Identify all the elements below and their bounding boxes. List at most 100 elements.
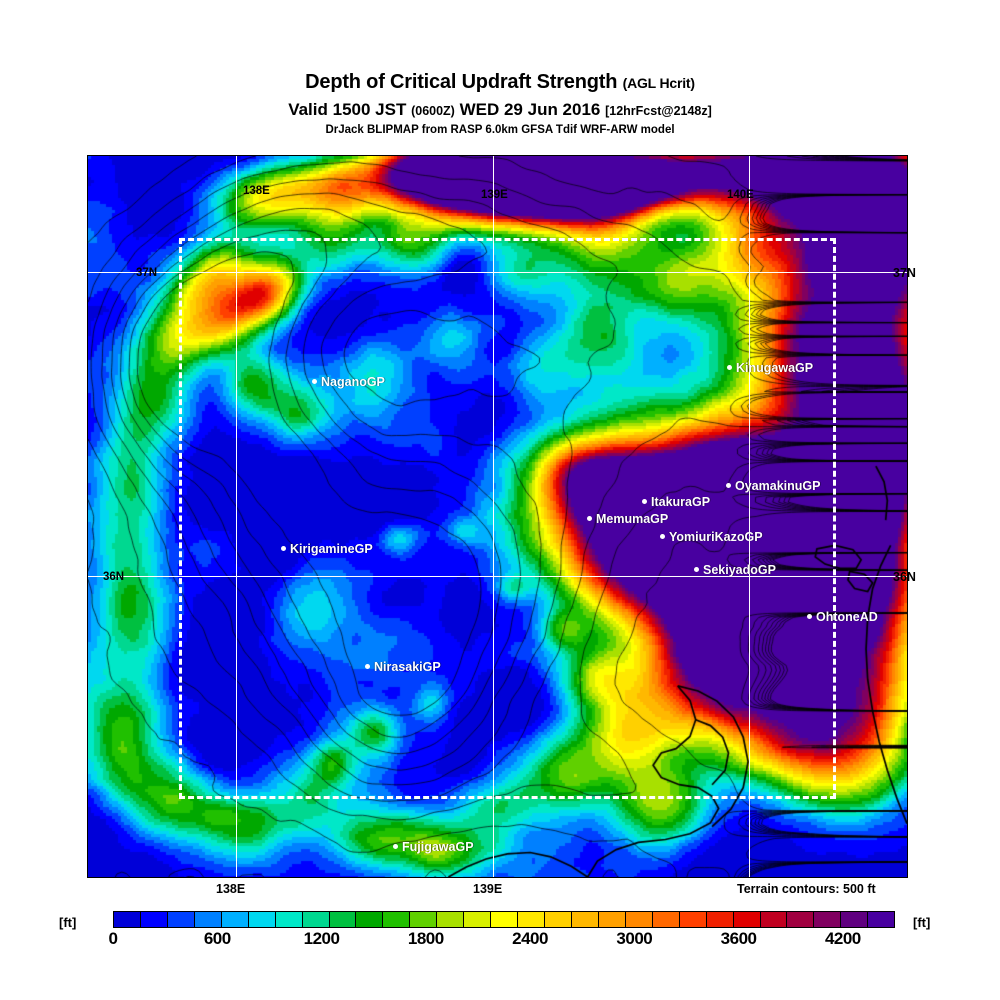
axis-lat-label-37n-right: 37N — [893, 266, 916, 280]
station-label: KirigamineGP — [290, 541, 373, 556]
station-dot-icon — [365, 664, 370, 670]
colorbar-tick: 4200 — [824, 929, 861, 948]
map-lon-label-138e-top: 138E — [243, 185, 270, 197]
station-marker[interactable]: NirasakiGP — [365, 659, 441, 675]
colorbar-segment — [140, 912, 168, 927]
station-marker[interactable]: KinugawaGP — [727, 360, 813, 376]
forecast-stamp: [12hrFcst@2148z] — [605, 104, 712, 118]
model-subtitle: DrJack BLIPMAP from RASP 6.0km GFSA Tdif… — [325, 124, 675, 136]
station-marker[interactable]: YomiuriKazoGP — [660, 529, 763, 545]
station-dot-icon — [727, 365, 732, 371]
station-marker[interactable]: SekiyadoGP — [694, 562, 776, 578]
axis-lon-label-138e-bottom: 138E — [216, 882, 246, 896]
station-marker[interactable]: FujigawaGP — [393, 839, 474, 855]
title-main-text: Depth of Critical Updraft Strength — [305, 71, 618, 93]
station-dot-icon — [660, 534, 665, 540]
station-label: MemumaGP — [596, 511, 669, 526]
valid-prefix: Valid 1500 JST — [288, 100, 407, 119]
station-label: FujigawaGP — [402, 839, 474, 854]
station-dot-icon — [807, 614, 812, 620]
page-title: Depth of Critical Updraft Strength (AGL … — [0, 0, 1000, 92]
valid-date: WED 29 Jun 2016 — [459, 100, 601, 119]
terrain-contour-note: Terrain contours: 500 ft — [737, 882, 876, 896]
colorbar-segment — [248, 912, 276, 927]
colorbar-segment — [464, 912, 492, 927]
station-label: OhtoneAD — [816, 609, 878, 624]
station-label: NaganoGP — [321, 374, 385, 389]
valid-utc: (0600Z) — [411, 104, 455, 118]
station-label: YomiuriKazoGP — [669, 529, 763, 544]
station-label: OyamakinuGP — [735, 478, 821, 493]
colorbar-segment — [221, 912, 249, 927]
colorbar-tick-labels: 0 600 1200 1800 2400 3000 3600 4200 — [109, 929, 895, 953]
gridline-lon-138e — [236, 156, 237, 877]
station-marker[interactable]: ItakuraGP — [642, 494, 710, 510]
gridline-lon-139e — [493, 156, 494, 877]
colorbar-segment — [733, 912, 761, 927]
gridline-lat-37n — [88, 272, 907, 273]
colorbar-tick: 0 — [108, 929, 118, 948]
colorbar-segment — [598, 912, 626, 927]
title-main-suffix: (AGL Hcrit) — [622, 75, 695, 91]
weather-map[interactable]: NaganoGP KinugawaGP OyamakinuGP ItakuraGP Me… — [87, 155, 908, 878]
colorbar-tick: 600 — [203, 929, 231, 948]
map-lat-label-37n-left: 37N — [136, 267, 158, 279]
station-dot-icon — [642, 499, 647, 505]
colorbar-tick: 1200 — [303, 929, 340, 948]
colorbar-segment — [194, 912, 222, 927]
map-lon-label-139e-top: 139E — [481, 189, 508, 201]
colorbar-tick: 2400 — [512, 929, 548, 948]
colorbar-segment — [868, 912, 895, 927]
colorbar-segment — [329, 912, 357, 927]
colorbar-segment — [787, 912, 815, 927]
colorbar-segment — [167, 912, 195, 927]
title-block: Depth of Critical Updraft Strength (AGL … — [0, 0, 1000, 137]
station-dot-icon — [587, 516, 592, 522]
station-dot-icon — [393, 844, 398, 850]
station-dot-icon — [281, 546, 286, 552]
colorbar-segment — [652, 912, 680, 927]
colorbar-segment — [410, 912, 438, 927]
map-lon-label-140e-top: 140E — [727, 189, 754, 201]
subdomain-dashed-box — [179, 238, 836, 799]
station-dot-icon — [726, 483, 731, 489]
colorbar-segment — [706, 912, 734, 927]
station-marker[interactable]: MemumaGP — [587, 511, 668, 527]
colorbar-segment — [679, 912, 707, 927]
colorbar-legend: [ft] 0 600 1200 1800 2400 3000 3600 4200 [ft] — [0, 905, 1000, 955]
colorbar-segment — [545, 912, 572, 927]
station-label: KinugawaGP — [736, 360, 814, 375]
gridline-lon-140e — [749, 156, 750, 877]
colorbar-segment — [518, 912, 545, 927]
axis-lat-label-36n-right: 36N — [893, 570, 916, 584]
gridline-lat-36n — [88, 576, 907, 577]
colorbar-segment — [437, 912, 465, 927]
colorbar-segment — [760, 912, 788, 927]
colorbar-unit-right: [ft] — [913, 915, 931, 930]
station-marker[interactable]: NaganoGP — [312, 374, 385, 390]
station-marker[interactable]: OhtoneAD — [807, 609, 878, 625]
station-label: SekiyadoGP — [703, 562, 776, 577]
colorbar-segment — [114, 912, 141, 927]
colorbar-segment — [302, 912, 330, 927]
colorbar-unit-left: [ft] — [59, 915, 77, 930]
colorbar-segment — [275, 912, 303, 927]
axis-lon-label-139e-bottom: 139E — [473, 882, 503, 896]
colorbar-segment — [383, 912, 411, 927]
colorbar-segment — [356, 912, 384, 927]
colorbar-segment — [841, 912, 869, 927]
station-dot-icon — [312, 379, 317, 385]
colorbar-tick: 3000 — [616, 929, 653, 948]
map-raster-layer — [88, 156, 907, 877]
station-dot-icon — [694, 567, 699, 573]
station-label: NirasakiGP — [374, 659, 441, 674]
station-marker[interactable]: OyamakinuGP — [726, 478, 820, 494]
colorbar-segment — [491, 912, 519, 927]
colorbar-tick: 1800 — [407, 929, 444, 948]
station-label: ItakuraGP — [651, 494, 711, 509]
colorbar-segment — [571, 912, 599, 927]
map-lat-label-36n-left: 36N — [103, 571, 125, 583]
colorbar-tick: 3600 — [720, 929, 757, 948]
colorbar-gradient — [113, 911, 895, 928]
station-marker[interactable]: KirigamineGP — [281, 541, 373, 557]
